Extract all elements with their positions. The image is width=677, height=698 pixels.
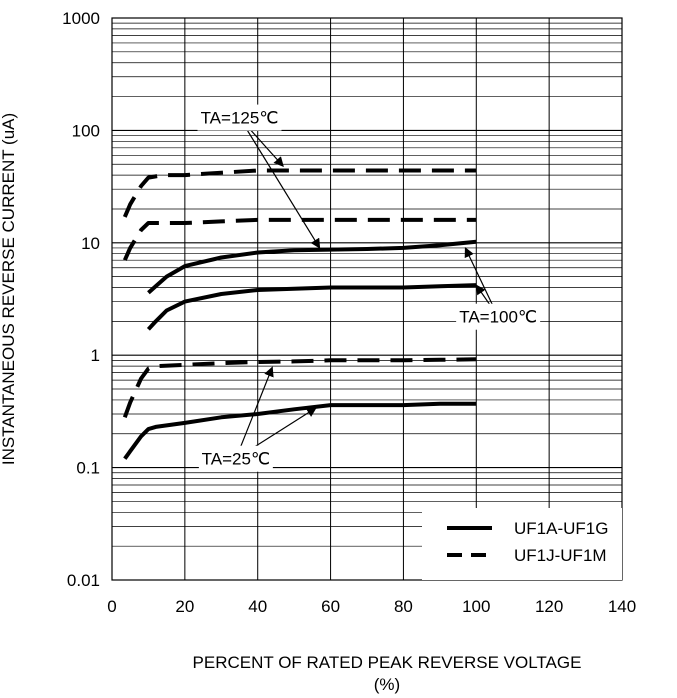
annotation-box bbox=[456, 303, 541, 330]
legend-label: UF1J-UF1M bbox=[514, 546, 607, 565]
x-tick-label: 60 bbox=[321, 597, 340, 616]
annotation-label: TA=25℃ bbox=[202, 450, 270, 469]
x-tick-label: 140 bbox=[608, 597, 636, 616]
annotation-arrow bbox=[238, 117, 321, 249]
series-line-0 bbox=[122, 168, 477, 218]
y-tick-label: 10 bbox=[81, 234, 100, 253]
tick-labels: 0 20 40 60 80 100 120 140 0.01 0.1 1 10 100 1000 bbox=[62, 9, 636, 616]
y-tick-label: 100 bbox=[72, 121, 100, 140]
y-tick-label: 0.01 bbox=[67, 571, 100, 590]
grid bbox=[111, 18, 623, 581]
annotation-label: TA=100℃ bbox=[459, 308, 537, 327]
legend-label: UF1A-UF1G bbox=[514, 519, 608, 538]
x-axis-title: PERCENT OF RATED PEAK REVERSE VOLTAGE bbox=[193, 653, 582, 672]
legend: UF1A-UF1G UF1J-UF1M bbox=[422, 508, 622, 580]
annotation-arrow bbox=[235, 366, 274, 459]
annotation-box bbox=[198, 445, 273, 472]
x-tick-label: 80 bbox=[394, 597, 413, 616]
y-tick-label: 1 bbox=[91, 346, 100, 365]
x-axis-unit: (%) bbox=[374, 675, 400, 694]
plot-frame bbox=[111, 17, 623, 581]
x-tick-label: 20 bbox=[175, 597, 194, 616]
series-line-1 bbox=[122, 217, 477, 262]
series-line-4 bbox=[122, 357, 477, 418]
series-layer bbox=[122, 168, 477, 460]
x-tick-label: 120 bbox=[535, 597, 563, 616]
x-tick-label: 0 bbox=[107, 597, 116, 616]
annotation-label: TA=125℃ bbox=[201, 109, 279, 128]
x-tick-label: 100 bbox=[462, 597, 490, 616]
legend-box bbox=[422, 508, 622, 580]
series-line-2 bbox=[147, 239, 477, 295]
series-line-5 bbox=[123, 401, 477, 460]
annotation-box bbox=[197, 104, 282, 131]
y-tick-label: 0.1 bbox=[76, 459, 100, 478]
y-tick-label: 1000 bbox=[62, 9, 100, 28]
x-tick-label: 40 bbox=[248, 597, 267, 616]
y-axis-title: INSTANTANEOUS REVERSE CURRENT (uA) bbox=[0, 113, 18, 465]
series-line-3 bbox=[146, 283, 477, 331]
annotations: TA=125℃ TA=100℃ TA=25℃ bbox=[197, 104, 541, 472]
